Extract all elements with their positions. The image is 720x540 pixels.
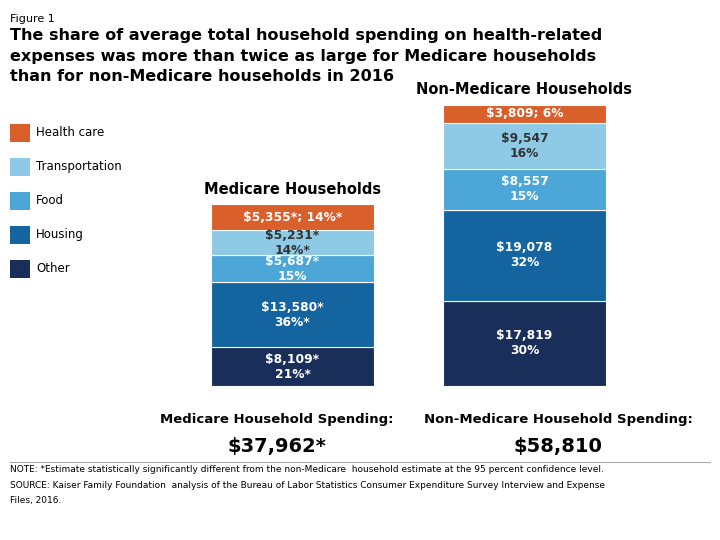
Text: Medicare Household Spending:: Medicare Household Spending:: [161, 413, 394, 426]
Text: $37,962*: $37,962*: [228, 437, 327, 456]
Text: Non-Medicare Households: Non-Medicare Households: [416, 82, 632, 97]
Text: $17,819
30%: $17,819 30%: [496, 329, 552, 357]
Text: expenses was more than twice as large for Medicare households: expenses was more than twice as large fo…: [10, 49, 596, 64]
Bar: [444, 210, 606, 301]
Text: $5,355*; 14%*: $5,355*; 14%*: [243, 211, 342, 224]
Bar: [212, 347, 374, 386]
Text: $8,557
15%: $8,557 15%: [500, 175, 549, 203]
Bar: [212, 230, 374, 255]
Text: KAISER: KAISER: [632, 488, 689, 502]
Text: Other: Other: [36, 262, 70, 275]
Bar: [444, 105, 606, 123]
Text: Non-Medicare Household Spending:: Non-Medicare Household Spending:: [423, 413, 693, 426]
Text: SOURCE: Kaiser Family Foundation  analysis of the Bureau of Labor Statistics Con: SOURCE: Kaiser Family Foundation analysi…: [10, 481, 605, 490]
Text: Food: Food: [36, 194, 64, 207]
Bar: [444, 301, 606, 386]
Text: $13,580*
36%*: $13,580* 36%*: [261, 301, 324, 329]
Bar: [212, 205, 374, 230]
Text: $5,231*
14%*: $5,231* 14%*: [266, 228, 320, 256]
Bar: [444, 168, 606, 210]
Text: The share of average total household spending on health-related: The share of average total household spe…: [10, 28, 603, 43]
Text: $9,547
16%: $9,547 16%: [500, 132, 548, 160]
Text: NOTE: *Estimate statistically significantly different from the non-Medicare  hou: NOTE: *Estimate statistically significan…: [10, 465, 604, 475]
Text: Health care: Health care: [36, 126, 104, 139]
Text: $58,810: $58,810: [513, 437, 603, 456]
Bar: [212, 282, 374, 347]
Text: $3,809; 6%: $3,809; 6%: [486, 107, 563, 120]
Text: Figure 1: Figure 1: [10, 14, 55, 24]
Text: FAMILY: FAMILY: [639, 506, 682, 516]
Text: than for non-Medicare households in 2016: than for non-Medicare households in 2016: [10, 69, 394, 84]
Text: $5,687*
15%: $5,687* 15%: [266, 255, 320, 283]
Text: Housing: Housing: [36, 228, 84, 241]
Text: $19,078
32%: $19,078 32%: [496, 241, 552, 269]
Text: Medicare Households: Medicare Households: [204, 182, 381, 197]
Text: FOUNDATION: FOUNDATION: [641, 524, 680, 529]
Text: THE HENRY J.: THE HENRY J.: [641, 476, 680, 481]
Bar: [212, 255, 374, 282]
Text: Files, 2016.: Files, 2016.: [10, 496, 61, 505]
Text: $8,109*
21%*: $8,109* 21%*: [266, 353, 320, 381]
Text: Transportation: Transportation: [36, 160, 122, 173]
Bar: [444, 123, 606, 168]
